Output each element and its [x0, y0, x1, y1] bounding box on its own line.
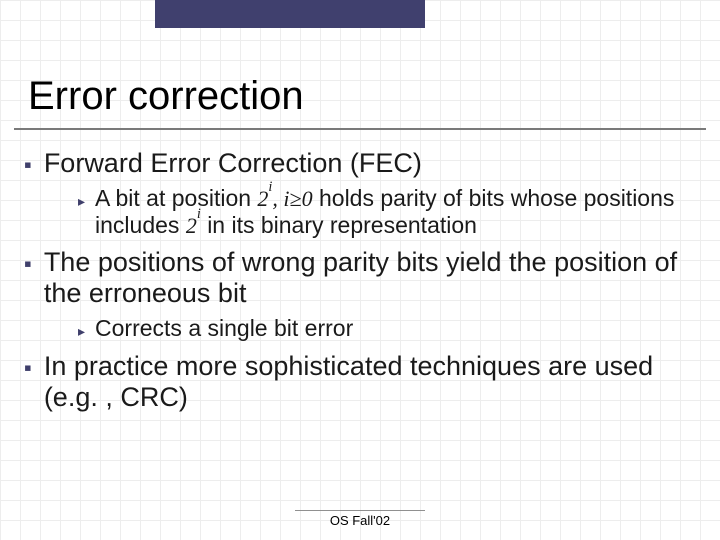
bullet-text: Forward Error Correction (FEC) — [44, 148, 422, 179]
bullet-level1: ▪ The positions of wrong parity bits yie… — [24, 247, 696, 309]
arrow-bullet-icon: ▸ — [78, 193, 85, 210]
bullet-text: The positions of wrong parity bits yield… — [44, 247, 696, 309]
math-base: 2 — [186, 213, 197, 238]
arrow-bullet-icon: ▸ — [78, 323, 85, 340]
bullet-text: Corrects a single bit error — [95, 315, 353, 342]
title-underline — [14, 128, 706, 130]
math-sup: i — [197, 206, 201, 222]
bullet-text: A bit at position 2i, i≥0 holds parity o… — [95, 185, 696, 239]
math-base: 2 — [257, 186, 268, 211]
bullet-level1: ▪ Forward Error Correction (FEC) — [24, 148, 696, 179]
slide-footer: OS Fall'02 — [0, 510, 720, 528]
footer-text: OS Fall'02 — [330, 513, 390, 528]
math-expr: 2i, i≥0 — [257, 186, 312, 211]
text-fragment: in its binary representation — [207, 212, 477, 238]
footer-divider — [295, 510, 425, 511]
math-sup: i — [268, 179, 272, 195]
square-bullet-icon: ▪ — [24, 251, 32, 276]
bullet-level2: ▸ A bit at position 2i, i≥0 holds parity… — [78, 185, 696, 239]
bullet-text: In practice more sophisticated technique… — [44, 351, 696, 413]
slide-content: ▪ Forward Error Correction (FEC) ▸ A bit… — [24, 148, 696, 419]
slide-title: Error correction — [28, 74, 304, 119]
bullet-level2: ▸ Corrects a single bit error — [78, 315, 696, 342]
text-fragment: A bit at position — [95, 185, 257, 211]
math-expr: 2i — [186, 213, 201, 238]
square-bullet-icon: ▪ — [24, 152, 32, 177]
bullet-level1: ▪ In practice more sophisticated techniq… — [24, 351, 696, 413]
square-bullet-icon: ▪ — [24, 355, 32, 380]
top-accent-bar — [155, 0, 425, 28]
math-tail: , i≥0 — [272, 186, 312, 211]
